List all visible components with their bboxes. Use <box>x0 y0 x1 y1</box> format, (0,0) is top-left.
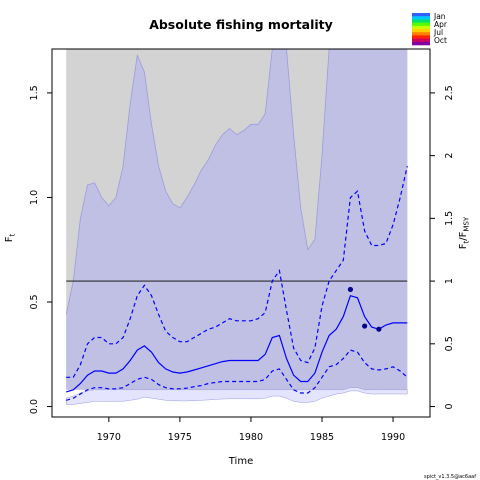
legend-color-swatch <box>412 13 430 17</box>
x-tick-label: 1990 <box>381 432 405 443</box>
legend-label: Jan <box>433 12 446 21</box>
legend-color-swatch <box>412 19 430 23</box>
series-lower-ci-line <box>66 349 408 401</box>
legend-label: Jul <box>433 28 443 37</box>
legend-color-swatch <box>412 35 430 39</box>
y-right-tick-label: 2.5 <box>444 85 455 100</box>
data-point-0 <box>347 286 354 293</box>
y-axis-right-title: Ft/FMSY <box>458 216 471 249</box>
y-axis-right: 0 0.5 1 1.5 2 2.5 <box>430 85 455 410</box>
y-left-tick-label: 0.0 <box>29 399 40 414</box>
chart-title: Absolute fishing mortality <box>149 17 333 32</box>
y-right-tick-label: 2 <box>444 153 455 159</box>
legend-label: Apr <box>434 20 448 29</box>
y-right-tick-label: 0.5 <box>444 336 455 351</box>
y-left-tick-label: 1.0 <box>29 190 40 205</box>
plot-border <box>51 48 431 418</box>
series-upper-ci-line <box>66 165 408 378</box>
y-axis-left: 0.0 0.5 1.0 1.5 <box>29 85 52 414</box>
data-point-2 <box>376 326 382 332</box>
series-layer <box>66 165 408 401</box>
legend-color-swatch <box>412 32 430 36</box>
fmsy-band-upper-edge <box>65 49 408 315</box>
points-layer <box>347 286 382 332</box>
y-left-tick-label: 1.5 <box>29 85 40 100</box>
plot-area <box>65 49 408 405</box>
y-right-tick-label: 0 <box>444 404 455 410</box>
x-tick-label: 1970 <box>97 432 121 443</box>
x-tick-label: 1985 <box>310 432 334 443</box>
version-label: spict_v1.3.5@ac6aaf <box>424 474 476 480</box>
y-axis-left-title: Ft <box>4 233 17 242</box>
x-tick-label: 1980 <box>239 432 263 443</box>
series-estimate-line <box>66 294 408 393</box>
legend-color-swatch <box>412 16 430 20</box>
legend-color-swatch <box>412 22 430 27</box>
x-axis: 1970 1975 1980 1985 1990 <box>97 417 405 443</box>
x-axis-title: Time <box>228 456 253 467</box>
legend-color-swatch <box>412 38 430 43</box>
y-left-tick-label: 0.5 <box>29 294 40 309</box>
legend-label: Oct <box>434 36 447 45</box>
x-tick-label: 1975 <box>168 432 192 443</box>
legend-color-swatch <box>412 25 430 30</box>
y-right-tick-label: 1 <box>444 278 455 284</box>
legend-color-swatch <box>412 41 430 46</box>
y-right-tick-label: 1.5 <box>444 211 455 226</box>
data-point-1 <box>362 323 368 329</box>
lower-confidence-band <box>65 387 408 405</box>
legend-color-swatch <box>412 29 430 33</box>
